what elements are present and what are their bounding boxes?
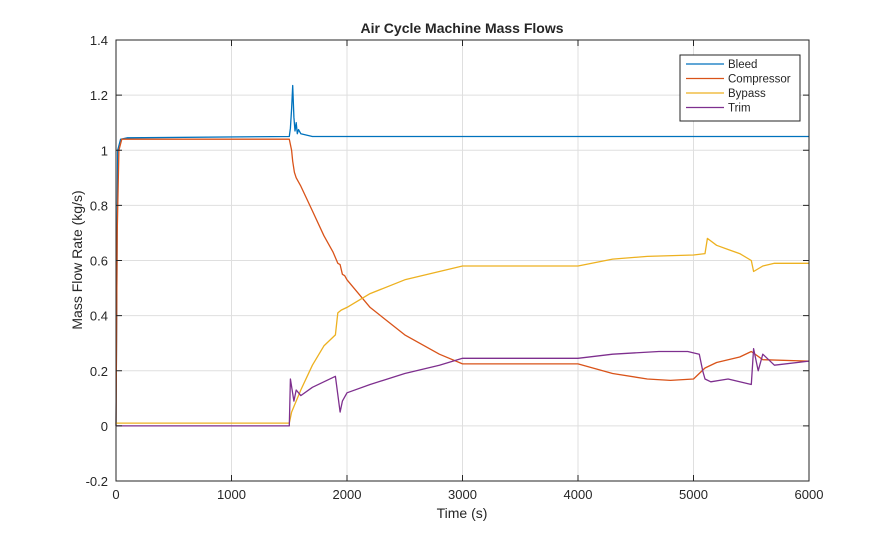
- x-tick-label: 2000: [333, 487, 362, 502]
- x-axis-label: Time (s): [437, 505, 488, 521]
- x-tick-label: 4000: [564, 487, 593, 502]
- y-tick-label: -0.2: [86, 474, 108, 489]
- chart-title: Air Cycle Machine Mass Flows: [360, 20, 563, 36]
- series-line-trim: [116, 348, 810, 427]
- series-line-bleed: [115, 84, 809, 426]
- x-tick-label: 3000: [448, 487, 477, 502]
- x-tick-label: 0: [112, 487, 119, 502]
- x-tick-label: 6000: [795, 487, 824, 502]
- y-tick-label: 0.4: [90, 309, 108, 324]
- y-tick-label: 0.6: [90, 254, 108, 269]
- series-line-compressor: [115, 138, 810, 426]
- legend-label-trim: Trim: [728, 103, 751, 115]
- y-tick-label: 0: [101, 419, 108, 434]
- y-tick-label: 0.2: [90, 364, 108, 379]
- series-line-bypass: [116, 237, 809, 424]
- x-tick-label: 5000: [679, 487, 708, 502]
- ticks: 0 1000 2000 3000 4000 5000 6000 -0.2 0 0.2 0.4 0.6 0…: [86, 33, 824, 502]
- y-tick-label: 1.2: [90, 88, 108, 103]
- y-tick-label: 0.8: [90, 198, 108, 213]
- legend-label-bypass: Bypass: [728, 88, 766, 100]
- y-tick-label: 1: [101, 143, 108, 158]
- legend-label-compressor: Compressor: [728, 74, 791, 86]
- y-tick-label: 1.4: [90, 33, 108, 48]
- legend-label-bleed: Bleed: [728, 59, 757, 71]
- legend: Bleed Compressor Bypass Trim: [679, 54, 801, 122]
- x-tick-label: 1000: [217, 487, 246, 502]
- y-axis-label: Mass Flow Rate (kg/s): [69, 190, 85, 329]
- legend-box: [679, 54, 801, 122]
- series-lines: [115, 84, 810, 427]
